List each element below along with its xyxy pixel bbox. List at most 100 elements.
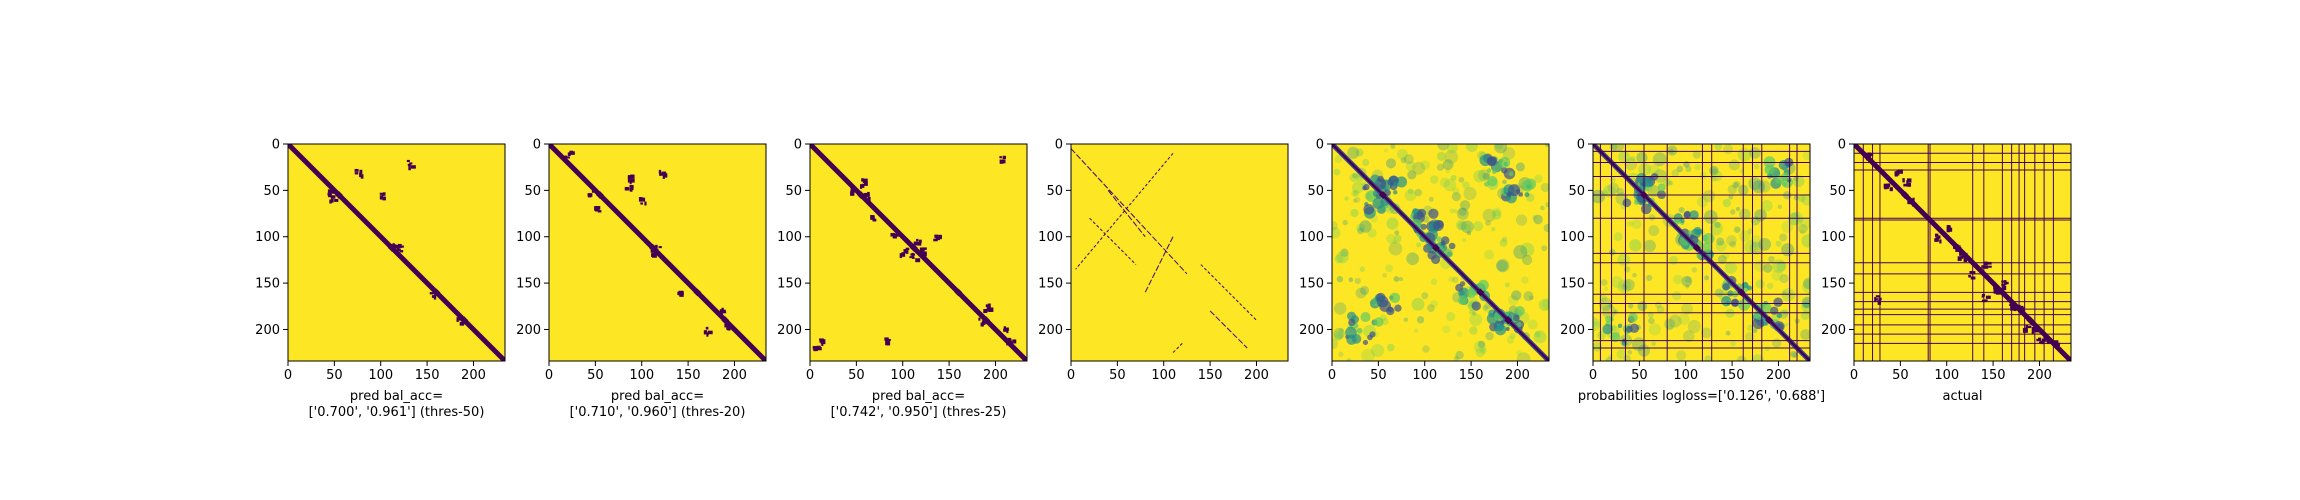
prob-speckle xyxy=(1798,195,1806,203)
contact-cell xyxy=(919,247,925,252)
prob-cluster-cell xyxy=(1725,300,1730,306)
prob-speckle xyxy=(1712,168,1718,174)
contact-cell xyxy=(886,340,890,344)
prob-speckle xyxy=(1600,279,1608,286)
contact-cell xyxy=(663,173,668,178)
prob-speckle xyxy=(1469,326,1478,335)
prob-speckle xyxy=(1800,217,1810,229)
prob-cluster-cell xyxy=(1356,327,1363,334)
prob-speckle xyxy=(1775,240,1782,247)
contact-cell xyxy=(662,174,665,179)
prob-speckle xyxy=(1359,220,1372,233)
contact-cell xyxy=(640,197,643,201)
prob-speckle xyxy=(1430,278,1438,285)
contact-cell xyxy=(2036,338,2040,342)
prob-speckle xyxy=(1336,275,1344,283)
contact-cell xyxy=(913,241,919,246)
prob-cluster-cell xyxy=(1689,210,1699,220)
prob-speckle xyxy=(1404,189,1417,202)
contact-cell xyxy=(330,195,334,198)
prob-cluster-cell xyxy=(1505,326,1510,331)
prob-speckle xyxy=(1593,189,1606,204)
prob-speckle xyxy=(1601,189,1608,196)
contact-cell xyxy=(1898,169,1903,174)
contact-cell xyxy=(986,307,991,312)
contact-cell xyxy=(408,165,411,171)
prob-speckle xyxy=(1723,144,1733,155)
prob-speckle xyxy=(1448,276,1455,283)
x-tick-label: 150 xyxy=(415,368,440,383)
diagonal-bulge xyxy=(1476,288,1485,297)
panel-probabilities: 0 50 100 150 200 0 50 100 150 200 xyxy=(1299,138,1550,383)
prob-speckle xyxy=(1716,237,1725,246)
prob-cluster-cell xyxy=(1514,306,1525,317)
contact-cell xyxy=(1889,187,1893,192)
prob-cluster-cell xyxy=(1374,317,1384,327)
prob-speckle xyxy=(1466,230,1472,236)
prob-speckle xyxy=(1802,277,1810,290)
prob-speckle xyxy=(1737,147,1751,162)
contact-cell xyxy=(859,184,863,189)
contact-cell xyxy=(985,304,990,308)
prob-speckle xyxy=(1386,234,1396,244)
prob-speckle xyxy=(1744,240,1758,254)
prob-speckle xyxy=(1733,180,1741,188)
prob-cluster-cell xyxy=(1677,219,1682,224)
prob-speckle xyxy=(1676,165,1684,173)
prob-speckle xyxy=(1793,175,1799,182)
prob-cluster-cell xyxy=(1524,192,1530,198)
axes-frame xyxy=(1853,143,2072,362)
x-tick-label: 50 xyxy=(848,368,865,383)
prob-speckle xyxy=(1801,234,1810,248)
prob-speckle xyxy=(1704,275,1710,281)
contact-cell xyxy=(938,234,942,240)
x-tick-label: 50 xyxy=(326,368,343,383)
contact-cell xyxy=(392,243,395,246)
x-axis-label: ['0.710', '0.960'] (thres-20) xyxy=(570,405,746,420)
prob-speckle xyxy=(1745,331,1755,342)
prob-speckle xyxy=(1442,325,1451,334)
prob-speckle xyxy=(1771,338,1782,348)
x-axis-label: ['0.700', '0.961'] (thres-50) xyxy=(309,405,485,420)
prob-cluster-cell xyxy=(1441,236,1450,245)
prob-speckle xyxy=(1618,151,1630,164)
prob-speckle xyxy=(1750,235,1763,248)
contact-cell xyxy=(978,317,981,321)
contact-cell xyxy=(724,323,727,328)
prob-speckle xyxy=(1491,227,1496,232)
prob-speckle xyxy=(1449,208,1455,214)
prob-speckle xyxy=(1352,190,1360,197)
prob-speckle xyxy=(1416,242,1422,248)
diagonal-core xyxy=(549,144,766,361)
contact-cell xyxy=(813,348,816,352)
contact-cell xyxy=(360,174,364,179)
contact-cell xyxy=(406,159,410,163)
prob-speckle xyxy=(1802,151,1810,161)
y-tick-label: 50 xyxy=(1046,184,1063,199)
contact-cell xyxy=(594,206,597,211)
prob-cluster-cell xyxy=(1348,318,1356,327)
heatmap-content xyxy=(810,144,1027,361)
prob-cluster-cell xyxy=(1377,175,1384,183)
prob-speckle xyxy=(1416,316,1425,324)
prob-cluster-cell xyxy=(1625,325,1633,333)
prob-cluster-cell xyxy=(1395,176,1408,188)
prob-speckle xyxy=(1694,164,1701,171)
contact-cell xyxy=(354,172,359,175)
prob-speckle xyxy=(1691,267,1698,273)
prob-cluster-cell xyxy=(1610,332,1621,343)
prob-speckle xyxy=(1730,340,1736,347)
prob-speckle xyxy=(1338,351,1344,357)
prob-speckle xyxy=(1669,255,1678,265)
prob-speckle xyxy=(1671,169,1680,178)
contact-cell xyxy=(934,234,939,238)
contact-cell xyxy=(456,317,459,322)
contact-cell xyxy=(587,193,593,197)
contact-cell xyxy=(398,248,401,252)
contact-cell xyxy=(2056,342,2061,346)
y-tick-label: 200 xyxy=(1821,323,1846,338)
prob-speckle xyxy=(1457,221,1467,231)
contact-cell xyxy=(1902,178,1905,183)
prob-speckle xyxy=(1790,350,1797,358)
prob-speckle xyxy=(1446,311,1456,322)
